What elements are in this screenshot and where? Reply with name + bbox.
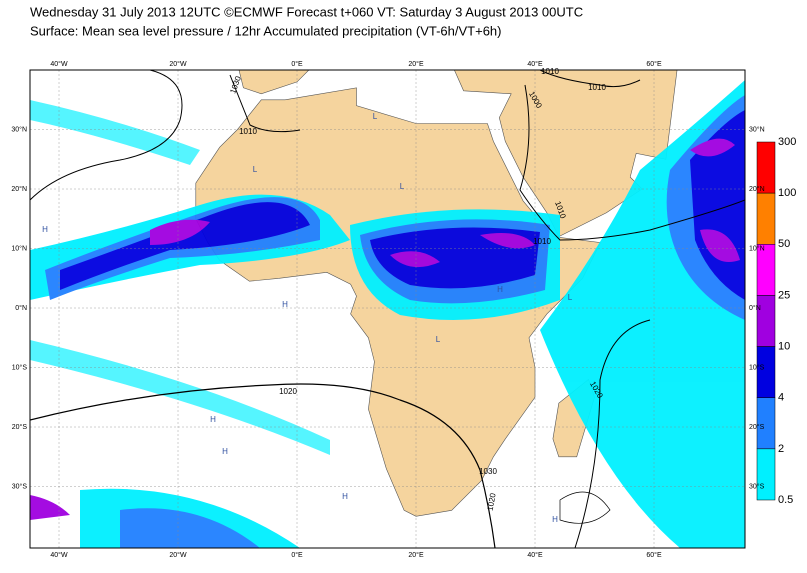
lat-label: 20°S — [12, 423, 28, 431]
legend-band — [756, 346, 776, 398]
lat-label: 10°S — [749, 363, 765, 371]
lon-label: 20°E — [408, 551, 424, 559]
isobar-label: 1010 — [239, 127, 257, 136]
pressure-centre: H — [497, 285, 503, 294]
legend-label: 0.5 — [778, 494, 793, 506]
pressure-centre: H — [222, 447, 228, 456]
precipitation — [30, 80, 745, 548]
legend-label: 2 — [778, 443, 784, 455]
lat-label: 20°N — [11, 185, 27, 193]
pressure-centre: H — [342, 492, 348, 501]
legend-label: 50 — [778, 238, 790, 250]
lon-label: 60°E — [646, 551, 662, 559]
graticule — [30, 70, 745, 548]
isobar-label: 1020 — [486, 492, 498, 512]
isobar-label: 1010 — [588, 83, 606, 92]
lat-label: 30°S — [749, 482, 765, 490]
isobar-label: 1010 — [533, 237, 551, 246]
lon-label: 40°E — [527, 60, 543, 68]
legend-label: 300 — [778, 136, 796, 148]
isobar-label: 1010 — [541, 67, 559, 76]
lat-label: 0°N — [749, 304, 761, 312]
lat-label: 0°N — [15, 304, 27, 312]
lon-label: 20°E — [408, 60, 424, 68]
legend: 300 100 50 25 10 4 2 0.5 — [756, 136, 796, 506]
pressure-centre: H — [210, 415, 216, 424]
lat-label: 30°S — [12, 482, 28, 490]
isobar-label: 1020 — [279, 387, 297, 396]
legend-band — [756, 192, 776, 245]
pressure-centre: H — [552, 515, 558, 524]
lon-label: 0°E — [291, 60, 303, 68]
pressure-centre: H — [282, 300, 288, 309]
lat-label: 20°N — [749, 185, 765, 193]
lat-label: 30°N — [11, 125, 27, 133]
lon-label: 20°W — [169, 60, 187, 68]
legend-label: 10 — [778, 340, 790, 352]
map — [30, 70, 745, 548]
lat-label: 20°S — [749, 423, 765, 431]
lon-label: 40°E — [527, 551, 543, 559]
legend-band — [756, 295, 776, 347]
subtitle: Surface: Mean sea level pressure / 12hr … — [30, 23, 502, 38]
isobar-label: 1030 — [479, 467, 497, 476]
legend-label: 4 — [778, 392, 784, 404]
isobars — [30, 70, 745, 548]
pressure-centre: L — [253, 165, 258, 174]
pressure-centre: L — [373, 112, 378, 121]
pressure-centre: L — [400, 182, 405, 191]
lon-label: 40°W — [50, 551, 68, 559]
map-frame — [29, 69, 746, 549]
lat-label: 30°N — [749, 125, 765, 133]
legend-label: 25 — [778, 289, 790, 301]
lon-label: 40°W — [50, 60, 68, 68]
title: Wednesday 31 July 2013 12UTC ©ECMWF Fore… — [30, 4, 583, 19]
lon-label: 0°E — [291, 551, 303, 559]
landmass — [238, 70, 310, 95]
pressure-centre: L — [436, 335, 441, 344]
lat-label: 10°N — [749, 244, 765, 252]
pressure-centre: H — [42, 225, 48, 234]
lon-label: 20°W — [169, 551, 187, 559]
lon-label: 60°E — [646, 60, 662, 68]
legend-band — [756, 448, 776, 501]
lat-label: 10°N — [11, 244, 27, 252]
pressure-centre: L — [568, 293, 573, 302]
legend-label: 100 — [778, 187, 796, 199]
lat-label: 10°S — [12, 363, 28, 371]
